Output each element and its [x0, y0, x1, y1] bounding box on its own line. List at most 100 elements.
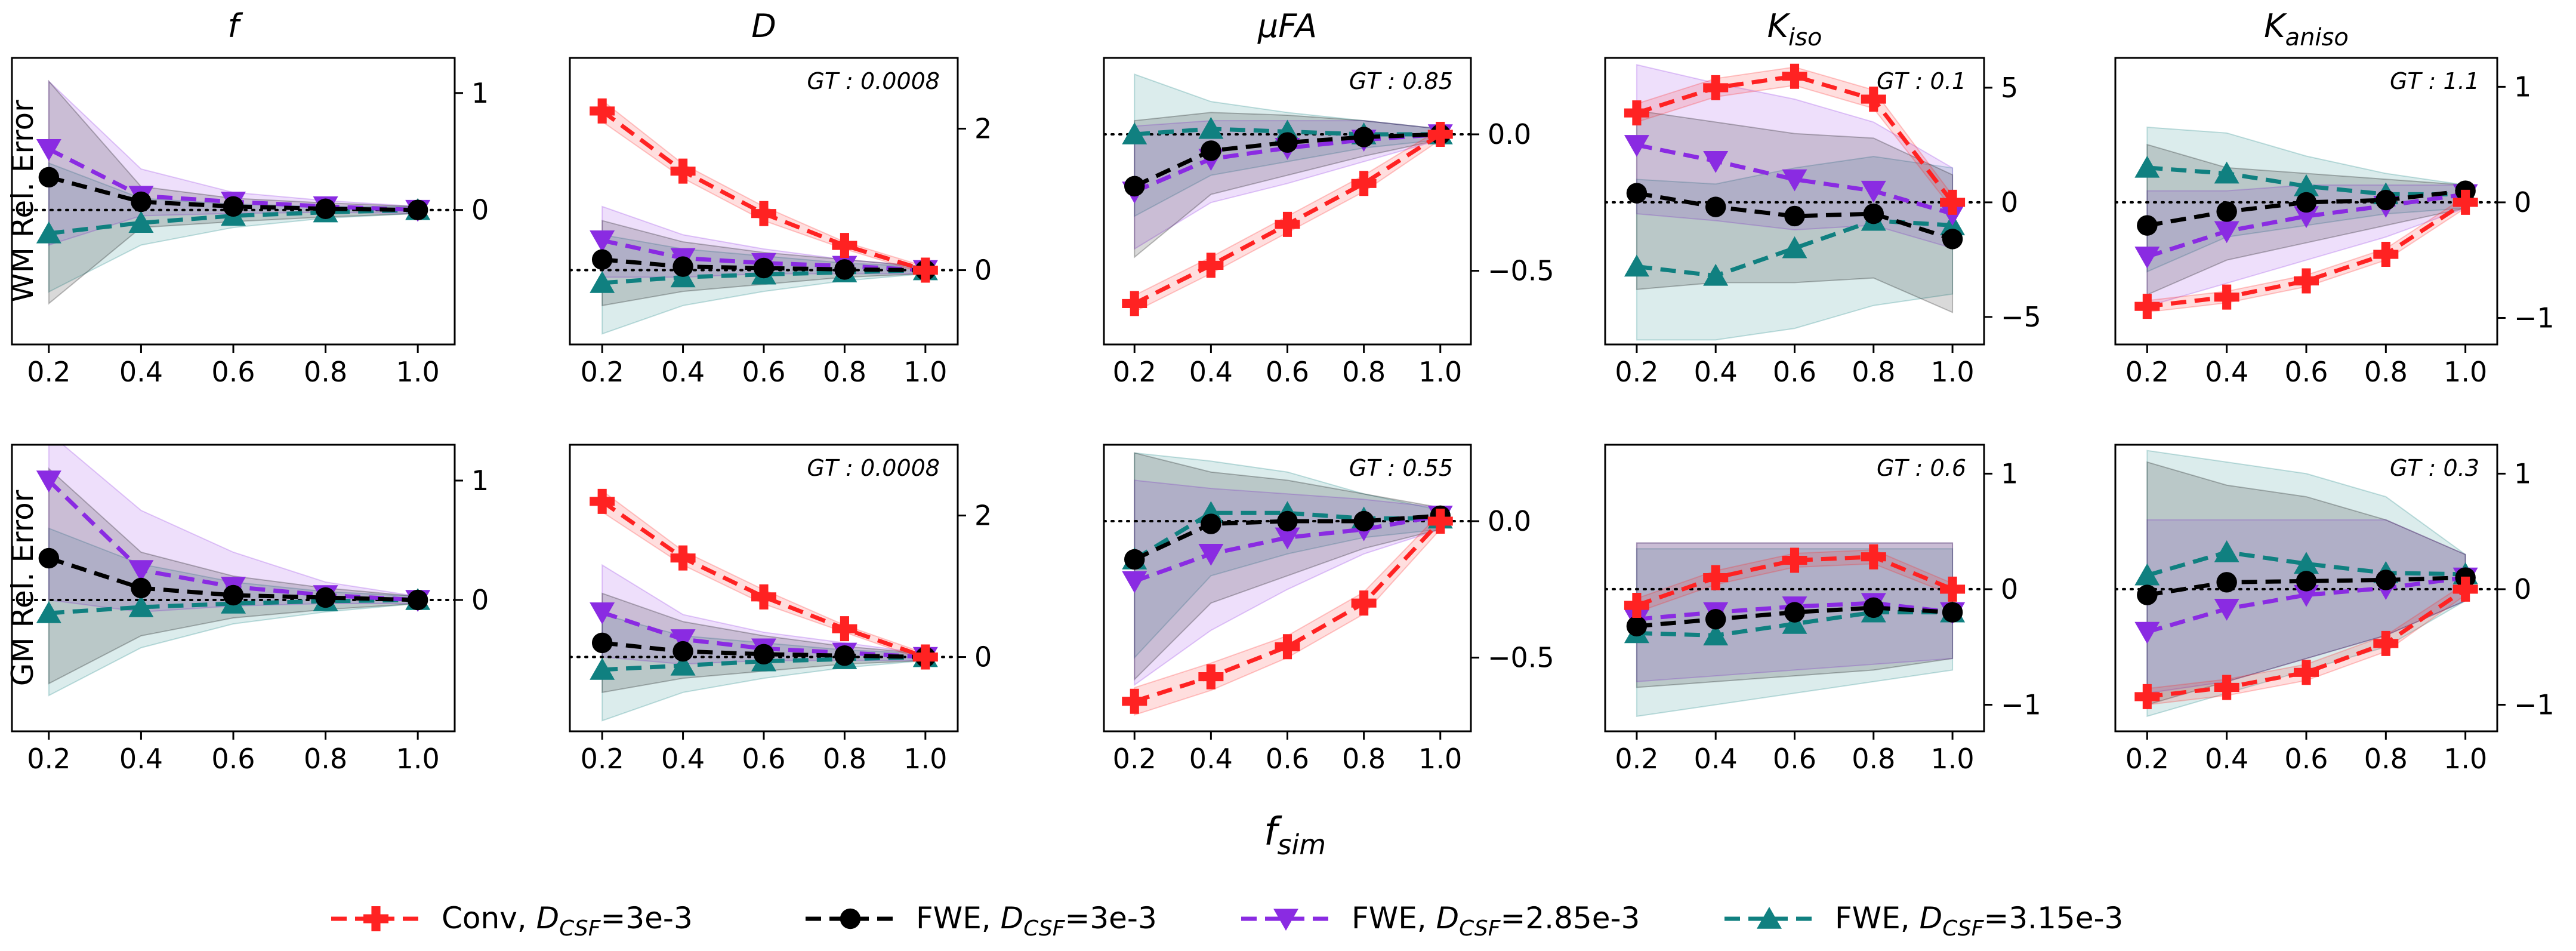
series-line-conv	[1636, 74, 1954, 204]
series-line-conv	[1636, 555, 1954, 608]
marker-fwe-0	[1626, 615, 1648, 637]
ground-truth-annotation: GT : 1.1	[2390, 68, 2479, 94]
panel-title-symbol: K	[2264, 7, 2287, 45]
series-line-conv	[2146, 587, 2467, 699]
series-line-fwe	[48, 175, 418, 213]
x-tick-label: 0.2	[1615, 356, 1658, 388]
marker-fwe_high-0	[2134, 563, 2160, 586]
legend-label: Conv, DCSF=3e-3	[442, 901, 693, 941]
marker-fwe-3	[834, 259, 855, 280]
marker-fwe-1	[131, 577, 152, 599]
marker-conv-2	[1782, 63, 1807, 89]
marker-fwe_high-0	[1624, 254, 1649, 277]
x-tick-label: 1.0	[2444, 743, 2487, 775]
marker-conv-1	[670, 545, 696, 571]
marker-conv-3	[2373, 630, 2399, 656]
marker-fwe_high-1	[1198, 116, 1224, 139]
legend-marker	[840, 908, 861, 930]
x-tick-label: 0.8	[2364, 743, 2408, 775]
chart-1-4: 0.2 0.4 0.6 0.8 1.0 −1 0 1 GT : 0.3	[2114, 444, 2555, 775]
marker-fwe_low-1	[128, 560, 154, 582]
x-tick-label: 0.4	[661, 356, 705, 388]
marker-conv-0	[590, 98, 615, 124]
y-tick-label: 0	[974, 641, 992, 673]
marker-conv-1	[1703, 75, 1729, 100]
y-tick-label: −1	[2514, 688, 2555, 721]
chart-1-0: 0.2 0.4 0.6 0.8 1.0 0 1	[11, 444, 489, 775]
marker-fwe-0	[591, 249, 613, 270]
x-tick-label: 1.0	[396, 743, 440, 775]
ground-truth-annotation: GT : 0.0008	[807, 455, 940, 481]
marker-fwe_low-0	[590, 230, 615, 253]
panel-title: D	[751, 7, 776, 45]
marker-fwe-2	[223, 196, 244, 217]
marker-fwe_high-1	[1703, 263, 1729, 286]
marker-fwe-1	[672, 256, 693, 277]
series-line-fwe	[1133, 132, 1440, 189]
y-tick-label: 0	[2001, 573, 2018, 605]
marker-fwe-2	[753, 257, 775, 279]
ground-truth-annotation: GT : 0.55	[1349, 455, 1453, 481]
plot-area	[1104, 73, 1471, 316]
marker-conv-2	[751, 584, 776, 610]
x-tick-label: 0.4	[2205, 356, 2248, 388]
marker-fwe_low-1	[1703, 151, 1729, 173]
marker-conv-0	[590, 488, 615, 514]
series-line-fwe	[601, 257, 925, 273]
series-line-fwe_high	[2147, 165, 2466, 196]
x-tick-label: 1.0	[903, 743, 947, 775]
marker-conv-2	[1782, 547, 1807, 573]
series-line-fwe_high	[48, 598, 418, 615]
series-line-fwe	[601, 641, 925, 660]
series-line-fwe_low	[2146, 575, 2466, 634]
marker-conv-0	[1122, 291, 1147, 316]
plot-area	[570, 98, 958, 335]
ground-truth-annotation: GT : 0.85	[1349, 68, 1453, 94]
marker-fwe_low-0	[590, 602, 615, 624]
marker-fwe_low-3	[1861, 180, 1886, 203]
marker-fwe-0	[38, 547, 60, 569]
panel-title: μFA	[1257, 7, 1317, 45]
shared-x-axis-label: fsim	[1264, 810, 1326, 861]
series-line-fwe	[48, 556, 418, 602]
marker-conv-4	[2452, 576, 2478, 602]
x-tick-label: 0.8	[823, 743, 866, 775]
series-line-fwe	[2146, 189, 2466, 228]
marker-conv-1	[1198, 664, 1224, 690]
y-tick-label: 2	[974, 500, 992, 532]
marker-fwe_high-2	[1782, 236, 1807, 258]
marker-fwe-1	[1705, 609, 1726, 630]
panel-title-symbol: μFA	[1257, 7, 1317, 45]
x-tick-label: 1.0	[1418, 743, 1462, 775]
marker-fwe_low-2	[1782, 169, 1807, 192]
plot-area	[570, 488, 958, 722]
x-tick-label: 0.2	[27, 743, 70, 775]
y-tick-label: −1	[2001, 688, 2041, 721]
x-tick-label: 0.4	[1694, 743, 1738, 775]
chart-0-1: 0.2 0.4 0.6 0.8 1.0 0 2 D GT : 0.0008	[569, 7, 992, 388]
marker-fwe-3	[1863, 203, 1884, 224]
series-line-fwe_high	[601, 655, 925, 672]
x-tick-label: 0.2	[581, 743, 624, 775]
marker-fwe-0	[38, 167, 60, 188]
legend-label: FWE, DCSF=3.15e-3	[1835, 901, 2123, 941]
marker-conv-4	[1940, 576, 1966, 602]
marker-fwe-1	[1201, 513, 1221, 534]
marker-fwe_high-2	[2294, 552, 2319, 574]
x-tick-label: 0.6	[742, 356, 785, 388]
marker-fwe-3	[2376, 570, 2396, 590]
marker-conv-1	[2214, 284, 2239, 310]
marker-conv-1	[2214, 675, 2239, 700]
x-tick-label: 0.6	[1266, 356, 1309, 388]
y-tick-label: 0.0	[1488, 118, 1531, 150]
x-tick-label: 0.8	[1852, 743, 1895, 775]
marker-fwe-0	[591, 632, 613, 654]
x-tick-label: 1.0	[1931, 356, 1975, 388]
marker-conv-3	[1351, 590, 1377, 616]
x-tick-label: 0.2	[2125, 356, 2169, 388]
chart-1-2: 0.2 0.4 0.6 0.8 1.0 −0.5 0.0 GT : 0.55	[1103, 444, 1554, 775]
x-tick-label: 0.2	[1113, 356, 1156, 388]
y-tick-label: 1	[471, 77, 489, 109]
marker-fwe_low-0	[2134, 247, 2160, 269]
series-line-conv	[1134, 519, 1442, 704]
